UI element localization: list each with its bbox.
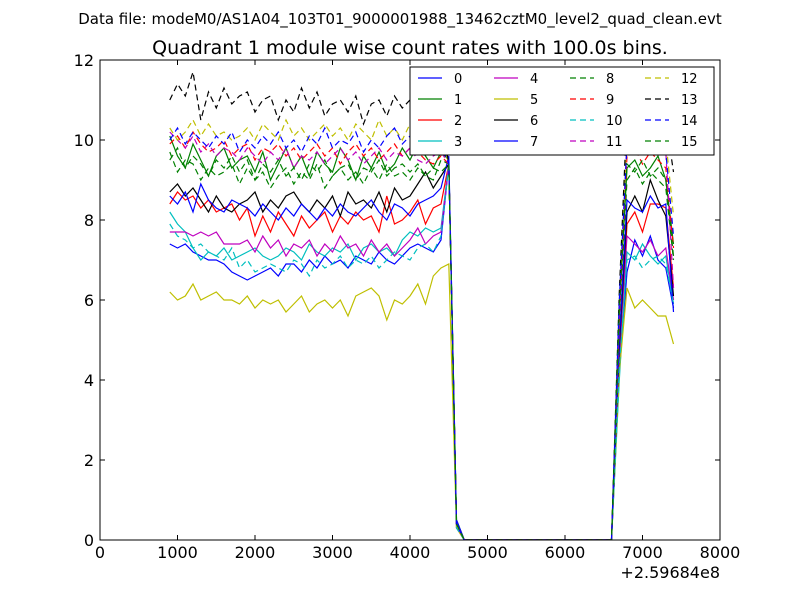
x-tick-label: 2000 (235, 543, 276, 562)
y-tick-label: 4 (84, 371, 94, 390)
legend-label-12: 12 (681, 72, 698, 87)
y-tick-label: 8 (84, 211, 94, 230)
y-tick-label: 10 (74, 131, 94, 150)
legend-box (409, 66, 715, 156)
x-tick-label: 7000 (622, 543, 663, 562)
legend-label-0: 0 (454, 72, 462, 87)
series-line-10 (169, 163, 675, 540)
series-line-5 (169, 263, 675, 540)
x-tick-label: 4000 (390, 543, 431, 562)
series-line-2 (169, 163, 675, 540)
legend-label-3: 3 (454, 135, 462, 150)
y-tick-label: 6 (84, 291, 94, 310)
series-line-7 (169, 155, 675, 540)
x-tick-label: 0 (95, 543, 105, 562)
legend-label-2: 2 (454, 114, 462, 129)
series-line-4 (169, 163, 675, 540)
series-line-9 (169, 130, 675, 540)
chart-title: Quadrant 1 module wise count rates with … (152, 37, 668, 59)
series-line-8 (169, 151, 675, 540)
series-line-6 (169, 162, 675, 540)
legend-label-11: 11 (606, 135, 623, 150)
legend-label-13: 13 (681, 93, 698, 108)
series-line-11 (169, 130, 675, 540)
x-tick-label: 1000 (157, 543, 198, 562)
legend-label-5: 5 (530, 93, 538, 108)
y-tick-label: 2 (84, 451, 94, 470)
y-tick-label: 12 (74, 51, 94, 70)
series-line-15 (169, 146, 675, 540)
legend-label-15: 15 (681, 135, 698, 150)
legend-label-9: 9 (606, 93, 614, 108)
x-tick-label: 3000 (312, 543, 353, 562)
x-tick-label: 5000 (467, 543, 508, 562)
x-tick-label: 6000 (545, 543, 586, 562)
x-tick-label: 8000 (700, 543, 741, 562)
legend-label-6: 6 (530, 114, 538, 129)
legend-label-7: 7 (530, 135, 538, 150)
legend-label-4: 4 (530, 72, 538, 87)
legend-label-1: 1 (454, 93, 462, 108)
series-line-3 (169, 163, 675, 540)
x-offset-label: +2.59684e8 (620, 563, 720, 582)
legend-label-8: 8 (606, 72, 614, 87)
y-tick-label: 0 (84, 531, 94, 550)
legend-label-10: 10 (606, 114, 623, 129)
legend-label-14: 14 (681, 114, 698, 129)
ticks-group: 0 1000 2000 3000 4000 5000 6000 7000 80000246810… (74, 51, 741, 562)
chart-suptitle: Data file: modeM0/AS1A04_103T01_90000019… (78, 10, 722, 29)
